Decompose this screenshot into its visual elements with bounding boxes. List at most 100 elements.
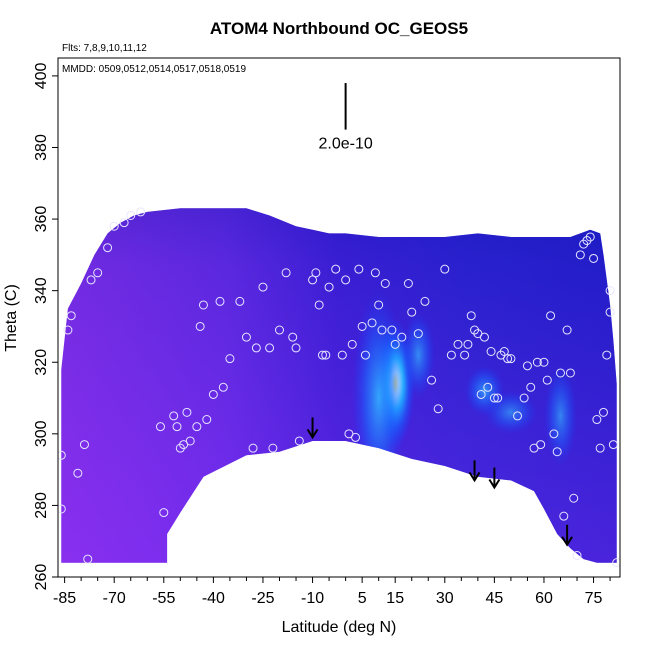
sample-point bbox=[126, 210, 136, 220]
x-tick-label: -70 bbox=[103, 590, 126, 607]
scale-bar: 2.0e-10 bbox=[318, 83, 373, 153]
arrow-head bbox=[306, 428, 319, 440]
x-tick-label: -10 bbox=[301, 590, 324, 607]
arrows bbox=[306, 417, 573, 547]
x-axis-label: Latitude (deg N) bbox=[282, 619, 397, 636]
sample-point bbox=[463, 339, 473, 349]
sample-point bbox=[403, 278, 413, 288]
sample-point bbox=[532, 357, 542, 367]
sample-point bbox=[103, 243, 113, 253]
sample-point bbox=[225, 354, 235, 364]
sample-point bbox=[569, 493, 579, 503]
sample-point bbox=[294, 436, 304, 446]
sample-point bbox=[215, 296, 225, 306]
sample-point bbox=[387, 325, 397, 335]
sample-point bbox=[575, 250, 585, 260]
sample-point bbox=[357, 321, 367, 331]
sample-point bbox=[552, 447, 562, 457]
sample-point bbox=[83, 554, 93, 564]
sample-point bbox=[314, 300, 324, 310]
sample-point bbox=[460, 350, 470, 360]
y-tick-label: 320 bbox=[33, 349, 50, 376]
sample-point bbox=[63, 325, 73, 335]
sample-point bbox=[354, 264, 364, 274]
sample-point bbox=[235, 296, 245, 306]
sample-point bbox=[324, 282, 334, 292]
sample-point bbox=[321, 350, 331, 360]
sample-point bbox=[331, 264, 341, 274]
sample-point bbox=[503, 354, 513, 364]
sample-point bbox=[370, 268, 380, 278]
sample-point bbox=[288, 332, 298, 342]
chart-title: ATOM4 Northbound OC_GEOS5 bbox=[210, 19, 468, 38]
sample-point bbox=[486, 347, 496, 357]
x-tick-label: 60 bbox=[535, 590, 553, 607]
sample-point bbox=[555, 368, 565, 378]
sample-point bbox=[337, 350, 347, 360]
sample-point bbox=[93, 268, 103, 278]
sample-point bbox=[536, 440, 546, 450]
arrow-head bbox=[488, 478, 501, 490]
x-tick-label: 30 bbox=[436, 590, 454, 607]
hotspot bbox=[484, 390, 538, 434]
arrow-marker bbox=[488, 467, 501, 490]
sample-point bbox=[595, 443, 605, 453]
x-tick-label: -25 bbox=[251, 590, 274, 607]
sample-point bbox=[433, 404, 443, 414]
x-tick-label: 75 bbox=[585, 590, 603, 607]
sample-point bbox=[341, 275, 351, 285]
sample-point bbox=[159, 508, 169, 518]
sample-point bbox=[258, 282, 268, 292]
y-tick-label: 360 bbox=[33, 206, 50, 233]
sample-point bbox=[559, 511, 569, 521]
x-tick-label: -40 bbox=[202, 590, 225, 607]
sample-point bbox=[585, 232, 595, 242]
sample-point bbox=[218, 382, 228, 392]
sample-point bbox=[248, 443, 258, 453]
sample-point bbox=[539, 357, 549, 367]
sample-point bbox=[268, 443, 278, 453]
sample-point bbox=[155, 422, 165, 432]
sample-point bbox=[351, 432, 361, 442]
y-tick-label: 400 bbox=[33, 62, 50, 89]
sample-point bbox=[265, 343, 275, 353]
sample-point bbox=[109, 221, 119, 231]
arrow-head bbox=[468, 471, 481, 483]
sample-point bbox=[86, 275, 96, 285]
sample-point bbox=[453, 339, 463, 349]
sample-point bbox=[202, 415, 212, 425]
sample-point bbox=[195, 321, 205, 331]
sample-point bbox=[374, 300, 384, 310]
sample-point bbox=[380, 278, 390, 288]
sample-point bbox=[407, 307, 417, 317]
dates-note: MMDD: 0509,0512,0514,0517,0518,0519 bbox=[62, 64, 246, 75]
sample-point bbox=[440, 264, 450, 274]
sample-point bbox=[413, 329, 423, 339]
sample-point bbox=[489, 393, 499, 403]
sample-point bbox=[198, 300, 208, 310]
sample-point bbox=[58, 504, 66, 514]
sample-point bbox=[466, 311, 476, 321]
y-tick-label: 380 bbox=[33, 134, 50, 161]
sample-point bbox=[565, 368, 575, 378]
sample-point bbox=[427, 375, 437, 385]
sample-point bbox=[546, 311, 556, 321]
arrow-marker bbox=[561, 524, 573, 547]
sample-point bbox=[526, 382, 536, 392]
sample-point bbox=[608, 440, 618, 450]
sample-point bbox=[598, 407, 608, 417]
sample-point bbox=[136, 207, 146, 217]
sample-point bbox=[281, 268, 291, 278]
x-tick-label: -55 bbox=[152, 590, 175, 607]
sample-point bbox=[317, 350, 327, 360]
sample-point bbox=[420, 296, 430, 306]
sample-point bbox=[493, 393, 503, 403]
sample-point bbox=[542, 375, 552, 385]
sample-point bbox=[251, 343, 261, 353]
x-axis: -85 -70 -55 -40 -25 -10 5 15 30 45 60 75 bbox=[53, 577, 611, 607]
hotspot bbox=[401, 312, 435, 399]
sample-point bbox=[311, 268, 321, 278]
sample-point bbox=[605, 307, 615, 317]
sample-point bbox=[79, 440, 89, 450]
sample-point bbox=[612, 558, 620, 568]
